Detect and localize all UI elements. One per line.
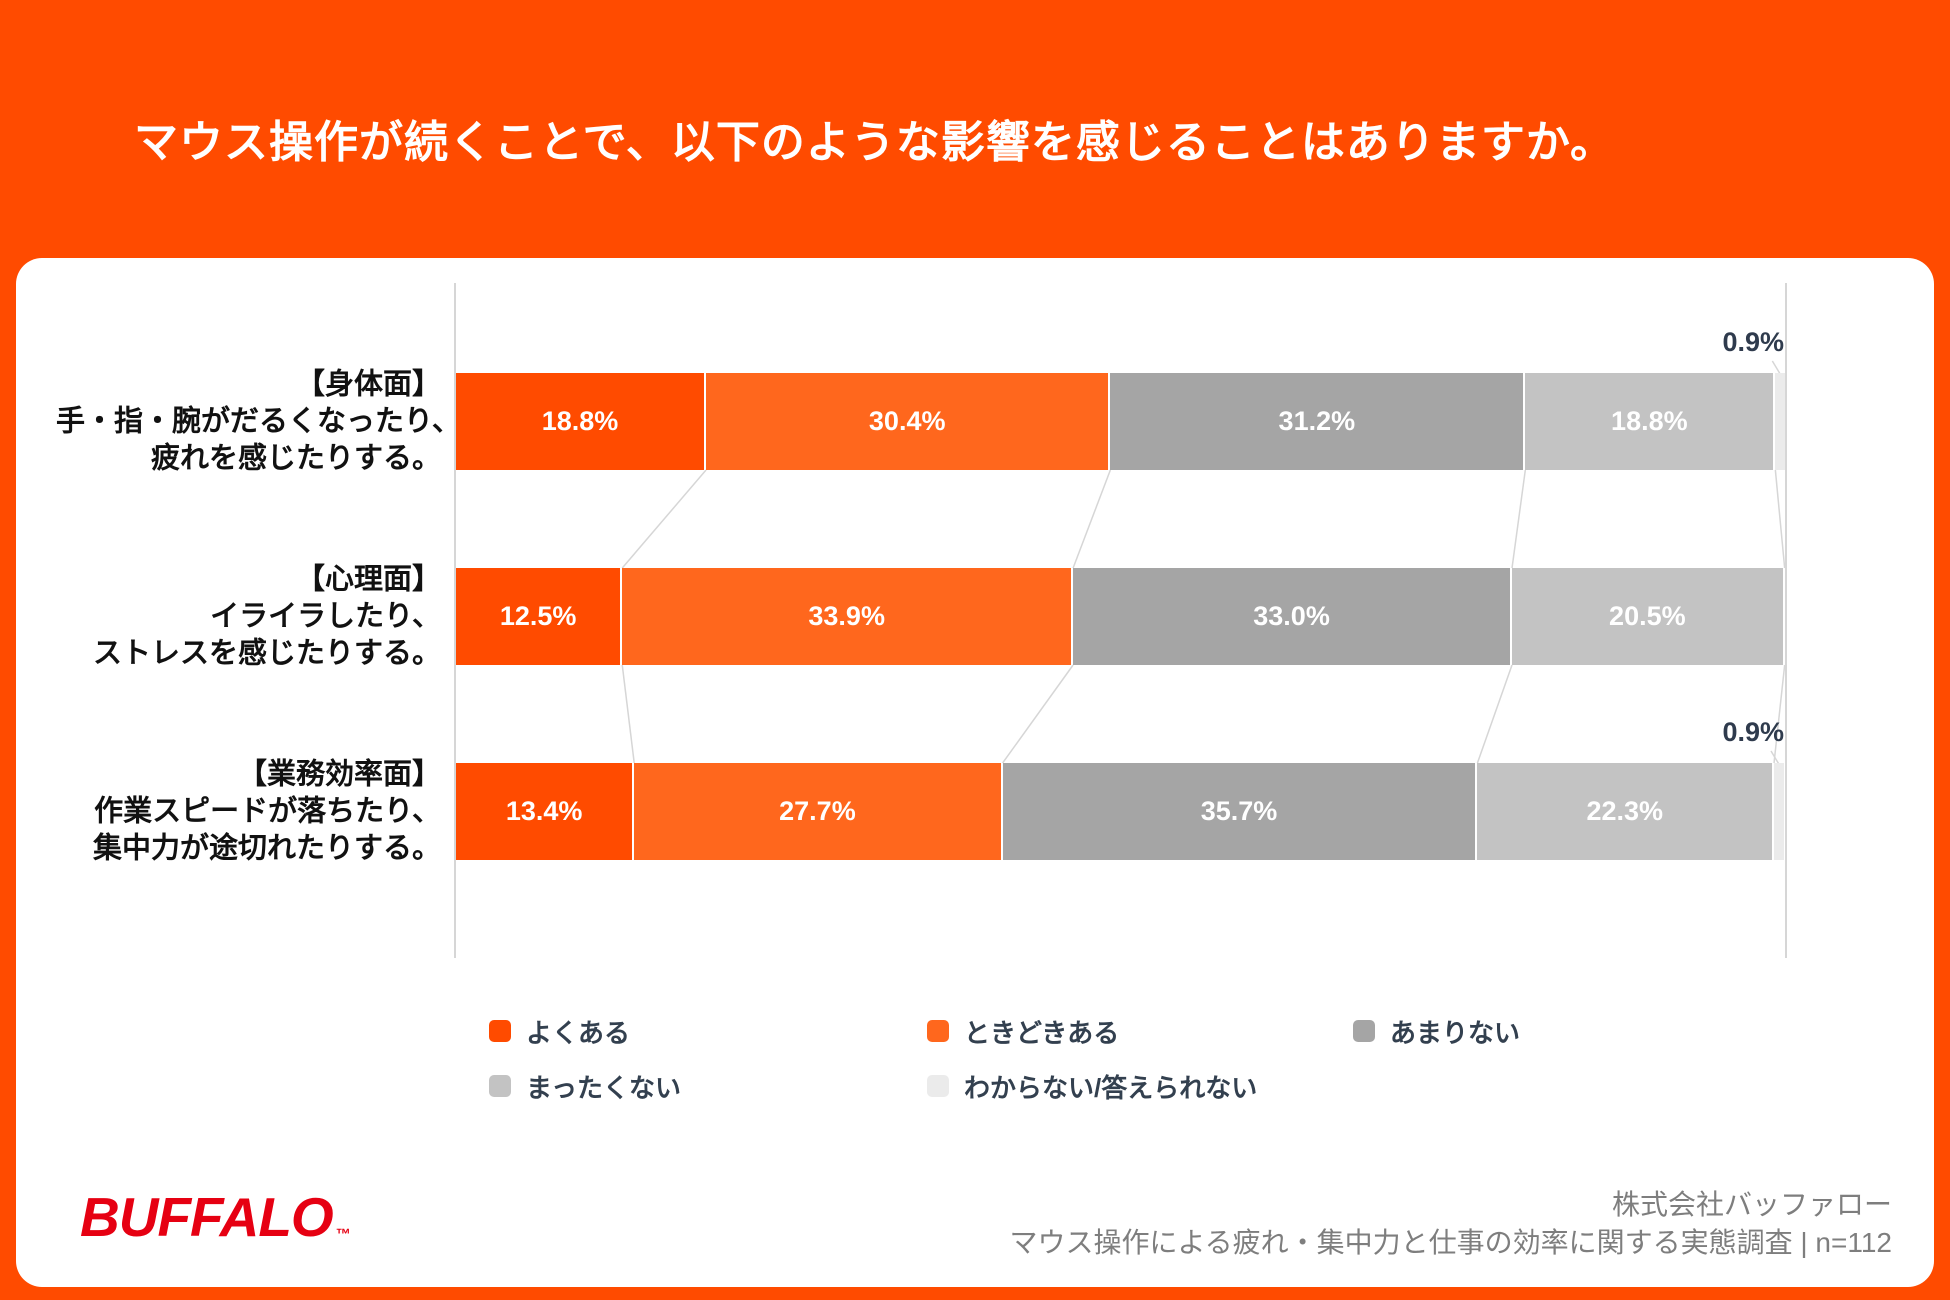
bar-value-label: 30.4% xyxy=(868,406,946,436)
category-row: 【業務効率面】作業スピードが落ちたり、 集中力が途切れたりする。 0.9% 13.4%… xyxy=(16,717,1934,864)
category-label-line: 疲れを感じたりする。 xyxy=(150,442,441,474)
legend-item: よくある xyxy=(489,1018,630,1048)
bar-value-label: 22.3% xyxy=(1586,796,1663,826)
legend-label: あまりない xyxy=(1390,1017,1521,1048)
category-label: 【業務効率面】作業スピードが落ちたり、 集中力が途切れたりする。 xyxy=(56,756,441,867)
bar-segment: 12.5% xyxy=(456,568,621,665)
stacked-bar: 13.4% 27.7% 35.7% 22.3% xyxy=(456,763,1786,860)
legend-item: ときどきある xyxy=(927,1018,1119,1048)
category-label-line: 【身体面】 xyxy=(295,368,441,400)
bar-value-label-outside: 0.9% xyxy=(1722,717,1784,747)
legend-label: わからない/答えられない xyxy=(964,1072,1258,1103)
bar-value-label: 12.5% xyxy=(499,601,577,631)
bar-segment: 27.7% xyxy=(634,763,1001,860)
legend-label: まったくない xyxy=(526,1072,681,1103)
category-label-line: 【業務効率面】 xyxy=(237,758,441,790)
legend-label: ときどきある xyxy=(964,1017,1120,1048)
legend-item: まったくない xyxy=(489,1073,681,1103)
bar-segment: 18.8% xyxy=(1525,373,1774,470)
legend-item: わからない/答えられない xyxy=(927,1073,1257,1103)
chart-title: マウス操作が続くことで、以下のような影響を感じることはありますか。 xyxy=(134,118,1616,167)
bar-value-label: 33.0% xyxy=(1253,601,1330,631)
bar-value-label: 18.8% xyxy=(1611,406,1688,436)
category-label-line: 【心理面】 xyxy=(295,563,441,595)
legend-swatch xyxy=(489,1075,511,1097)
bar-segment: 35.7% xyxy=(1002,763,1476,860)
category-label-line: 手・指・腕がだるくなったり、 xyxy=(56,405,461,437)
category-label-line: ストレスを感じたりする。 xyxy=(92,637,441,669)
stacked-bar: 18.8% 30.4% 31.2% 18.8% xyxy=(456,373,1786,470)
legend-swatch xyxy=(1353,1020,1375,1042)
bar-value-label: 27.7% xyxy=(779,796,856,826)
bar-segment: 33.0% xyxy=(1073,568,1510,665)
category-label: 【身体面】手・指・腕がだるくなったり、疲れを感じたりする。 xyxy=(56,366,461,477)
bar-value-label: 13.4% xyxy=(505,796,583,826)
legend-swatch xyxy=(927,1075,949,1097)
legend-swatch xyxy=(927,1020,949,1042)
bar-segment: 22.3% xyxy=(1477,763,1773,860)
bar-segment: 18.8% xyxy=(456,373,705,470)
bar-segment xyxy=(1774,763,1784,860)
source-attribution: 株式会社バッファロー マウス操作による疲れ・集中力と仕事の効率に関する実態調査 … xyxy=(1009,1186,1892,1262)
category-label-line: 集中力が途切れたりする。 xyxy=(92,832,441,864)
bar-value-label: 18.8% xyxy=(541,406,619,436)
bar-value-label: 20.5% xyxy=(1609,601,1686,631)
bar-value-label: 33.9% xyxy=(808,601,885,631)
bar-segment: 13.4% xyxy=(456,763,633,860)
bar-segment: 33.9% xyxy=(622,568,1072,665)
category-label: 【心理面】イライラしたり、ストレスを感じたりする。 xyxy=(56,561,441,672)
category-label-line: 作業スピードが落ちたり、 xyxy=(94,795,441,827)
chart-area: 【身体面】手・指・腕がだるくなったり、疲れを感じたりする。 0.9% 18.8% 30… xyxy=(16,258,1934,1287)
category-row: 【心理面】イライラしたり、ストレスを感じたりする。 12.5% 33.9% 33.0%… xyxy=(16,563,1934,669)
stacked-bar: 12.5% 33.9% 33.0% 20.5% xyxy=(456,568,1786,665)
source-company: 株式会社バッファロー xyxy=(1611,1189,1892,1220)
source-survey: マウス操作による疲れ・集中力と仕事の効率に関する実態調査 | n=112 xyxy=(1009,1227,1892,1258)
bar-segment: 30.4% xyxy=(706,373,1109,470)
legend-label: よくある xyxy=(526,1017,631,1048)
bar-value-label: 35.7% xyxy=(1200,796,1278,826)
bar-segment: 20.5% xyxy=(1512,568,1783,665)
legend-item: あまりない xyxy=(1353,1018,1520,1048)
category-label-line: イライラしたり、 xyxy=(210,600,441,632)
chart-card: 【身体面】手・指・腕がだるくなったり、疲れを感じたりする。 0.9% 18.8% 30… xyxy=(16,258,1934,1287)
category-row: 【身体面】手・指・腕がだるくなったり、疲れを感じたりする。 0.9% 18.8% 30… xyxy=(16,327,1934,474)
buffalo-logo-text: BUFFALO xyxy=(80,1186,334,1248)
buffalo-logo: BUFFALO ™ xyxy=(80,1190,351,1245)
trademark-symbol: ™ xyxy=(335,1226,351,1243)
bar-segment: 31.2% xyxy=(1110,373,1524,470)
bar-segment xyxy=(1775,373,1786,470)
bar-value-label-outside: 0.9% xyxy=(1722,327,1784,357)
bar-value-label: 31.2% xyxy=(1278,406,1356,436)
legend-swatch xyxy=(489,1020,511,1042)
